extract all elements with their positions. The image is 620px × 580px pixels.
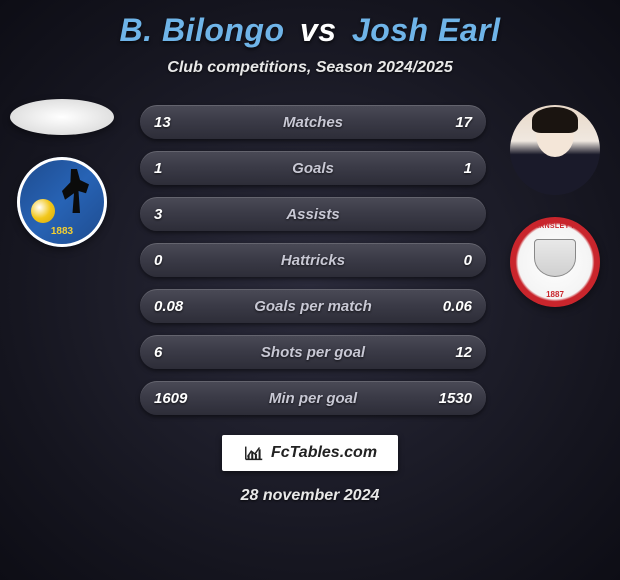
- stat-left-value: 6: [154, 344, 194, 361]
- rovers-ball-icon: [31, 199, 55, 223]
- stat-row-goals-per-match: 0.08 Goals per match 0.06: [140, 289, 486, 323]
- stat-left-value: 3: [154, 206, 194, 223]
- stat-right-value: 1: [432, 160, 472, 177]
- left-column: [10, 105, 114, 247]
- player1-name: B. Bilongo: [120, 12, 285, 48]
- rovers-pirate-icon: [59, 169, 89, 213]
- right-column: [510, 105, 600, 307]
- stat-row-matches: 13 Matches 17: [140, 105, 486, 139]
- player1-avatar: [10, 99, 114, 135]
- stat-right-value: 17: [432, 114, 472, 131]
- player2-avatar: [510, 105, 600, 195]
- barnsley-shield-icon: [534, 239, 576, 277]
- stat-row-goals: 1 Goals 1: [140, 151, 486, 185]
- stat-left-value: 1609: [154, 390, 194, 407]
- stat-row-hattricks: 0 Hattricks 0: [140, 243, 486, 277]
- player2-club-crest: [510, 217, 600, 307]
- vs-label: vs: [300, 12, 337, 48]
- stat-left-value: 1: [154, 160, 194, 177]
- player2-name: Josh Earl: [352, 12, 501, 48]
- stat-left-value: 0.08: [154, 298, 194, 315]
- stat-row-assists: 3 Assists: [140, 197, 486, 231]
- subtitle: Club competitions, Season 2024/2025: [0, 59, 620, 77]
- stat-right-value: 0: [432, 252, 472, 269]
- stat-right-value: 0.06: [432, 298, 472, 315]
- comparison-title: B. Bilongo vs Josh Earl: [0, 0, 620, 49]
- stat-right-value: 1530: [432, 390, 472, 407]
- stat-left-value: 13: [154, 114, 194, 131]
- stat-row-shots-per-goal: 6 Shots per goal 12: [140, 335, 486, 369]
- branding-text: FcTables.com: [271, 444, 377, 462]
- footer-date: 28 november 2024: [0, 487, 620, 505]
- stat-right-value: 12: [432, 344, 472, 361]
- stat-left-value: 0: [154, 252, 194, 269]
- player1-club-crest: [17, 157, 107, 247]
- branding-badge[interactable]: FcTables.com: [222, 435, 398, 471]
- stat-row-min-per-goal: 1609 Min per goal 1530: [140, 381, 486, 415]
- fctables-logo-icon: [243, 443, 265, 463]
- stats-list: 13 Matches 17 1 Goals 1 3 Assists 0 Hatt…: [140, 105, 486, 415]
- main-content: 13 Matches 17 1 Goals 1 3 Assists 0 Hatt…: [0, 105, 620, 415]
